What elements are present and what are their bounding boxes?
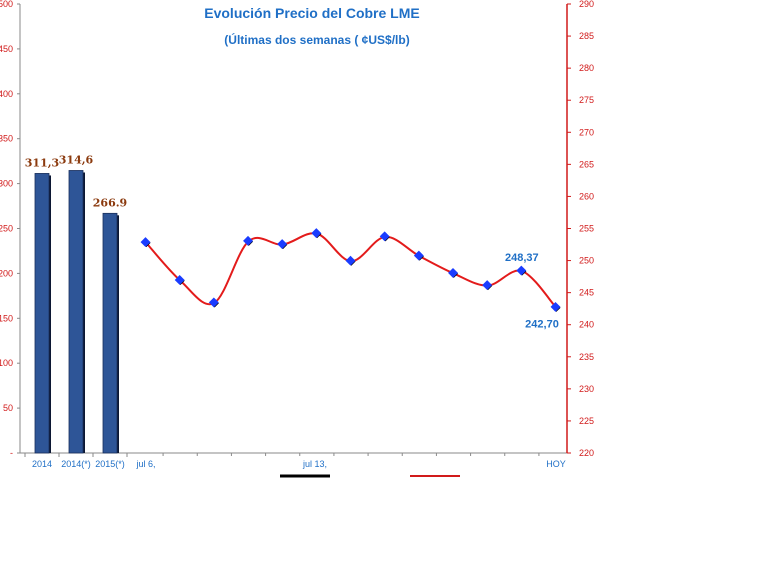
bar-series: 311,3 314,6 266.9	[25, 153, 127, 454]
bar-data-label: 314,6	[59, 153, 94, 166]
data-point-marker	[482, 280, 493, 291]
left-tick-label: 200	[0, 268, 13, 278]
left-tick-label: 100	[0, 358, 13, 368]
right-tick-label: 255	[579, 224, 594, 234]
data-point-marker	[550, 301, 561, 312]
right-tick-label: 230	[579, 384, 594, 394]
right-tick-label: 250	[579, 256, 594, 266]
right-axis-ticks: 220 225 230 235 240 245 250 255 260 265 270 275 280 2…	[567, 0, 594, 458]
line-data-label: 242,70	[525, 318, 559, 330]
x-category-label: 2014	[32, 459, 52, 469]
bar-data-label: 266.9	[93, 196, 127, 209]
data-point-marker	[174, 275, 185, 285]
right-tick-label: 240	[579, 320, 594, 330]
right-tick-label: 290	[579, 0, 594, 9]
right-tick-label: 225	[579, 416, 594, 426]
x-axis-ticks: 2014 2014(*) 2015(*) jul 6, jul 13, HOY	[24, 453, 566, 469]
data-point-marker	[345, 255, 356, 266]
price-line	[145, 232, 557, 309]
right-tick-label: 265	[579, 159, 594, 169]
data-point-marker	[277, 239, 288, 249]
data-point-marker	[413, 250, 424, 261]
x-date-label: HOY	[546, 459, 566, 469]
left-tick-label: 150	[0, 313, 13, 323]
data-point-marker	[516, 265, 527, 276]
bar-data-label: 311,3	[25, 156, 59, 169]
left-tick-label: 500	[0, 0, 13, 9]
data-point-marker	[243, 235, 253, 246]
right-tick-label: 270	[579, 127, 594, 137]
right-tick-label: 275	[579, 95, 594, 105]
left-tick-label: 250	[0, 224, 13, 234]
data-point-marker	[140, 237, 151, 248]
right-tick-label: 285	[579, 31, 594, 41]
bar	[34, 173, 50, 454]
x-category-label: 2015(*)	[95, 459, 125, 469]
x-date-label: jul 6,	[135, 459, 155, 469]
right-tick-label: 235	[579, 352, 594, 362]
chart-title: Evolución Precio del Cobre LME	[204, 5, 419, 21]
right-tick-label: 220	[579, 448, 594, 458]
axes	[19, 4, 568, 454]
right-tick-label: 280	[579, 63, 594, 73]
left-tick-label: 300	[0, 179, 13, 189]
data-point-marker	[379, 231, 390, 242]
left-tick-label: 50	[3, 403, 13, 413]
right-tick-label: 245	[579, 288, 594, 298]
x-date-label: jul 13,	[302, 459, 327, 469]
left-tick-label: 350	[0, 134, 13, 144]
left-tick-label: -	[10, 448, 13, 458]
line-series: 248,37 242,70	[140, 228, 561, 330]
data-point-marker	[208, 297, 219, 308]
line-data-label: 248,37	[505, 252, 539, 264]
data-point-marker	[448, 267, 458, 278]
chart-subtitle: (Últimas dos semanas ( ¢US$/lb)	[224, 32, 409, 47]
x-category-label: 2014(*)	[61, 459, 91, 469]
bar	[68, 170, 84, 454]
left-tick-label: 450	[0, 44, 13, 54]
left-tick-label: 400	[0, 89, 13, 99]
left-axis-ticks: - 50 100 150 200 250 300 350 400 450 500	[0, 0, 20, 458]
data-point-marker	[311, 228, 322, 239]
bar	[102, 212, 118, 454]
right-tick-label: 260	[579, 191, 594, 201]
